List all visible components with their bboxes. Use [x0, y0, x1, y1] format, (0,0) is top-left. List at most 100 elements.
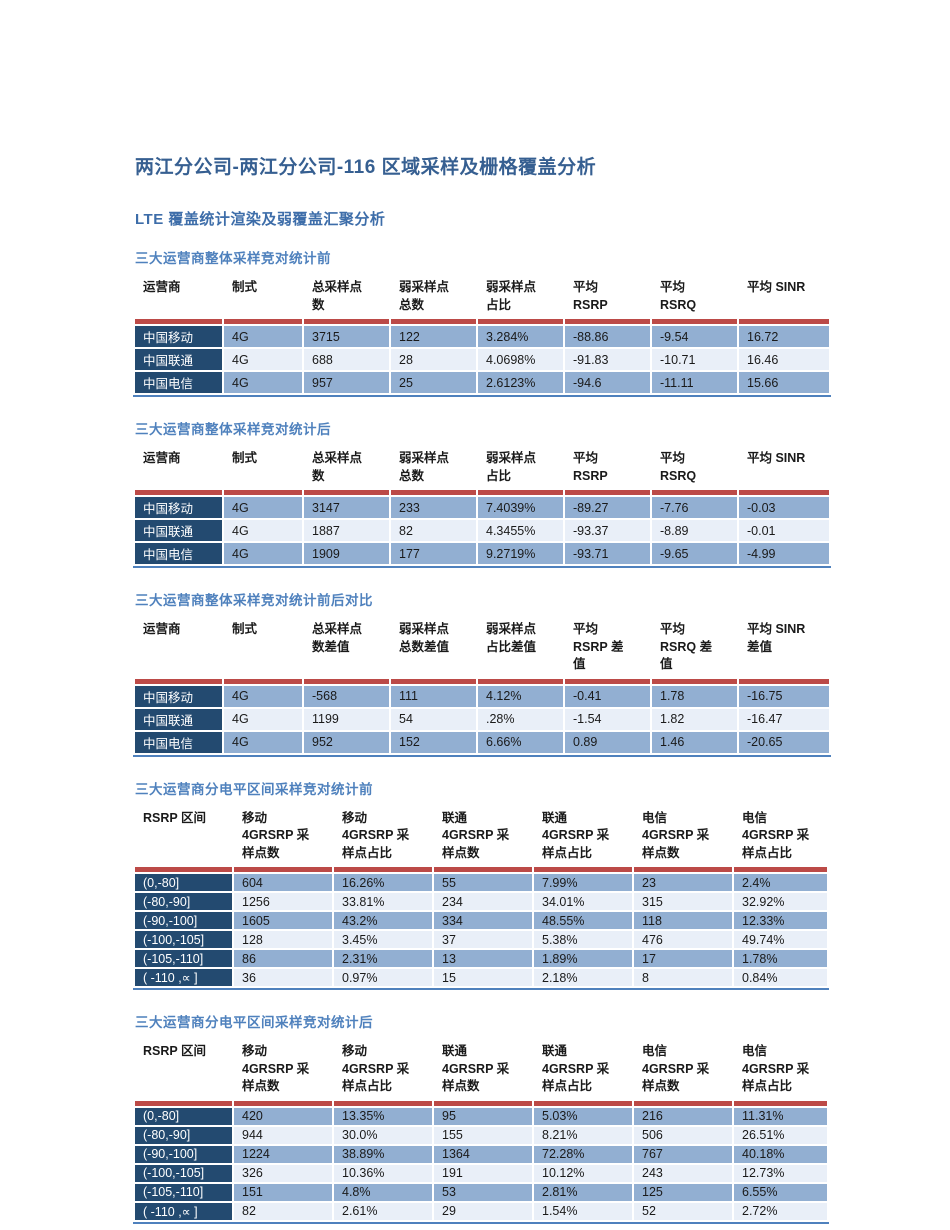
row-label-cell: (0,-80]	[135, 1107, 232, 1125]
data-cell: 1.78	[652, 685, 737, 707]
header-divider-segment	[391, 319, 476, 324]
row-label-cell: (-100,-105]	[135, 931, 232, 948]
data-cell: 0.84%	[734, 969, 827, 986]
header-divider-bar	[135, 490, 829, 495]
data-cell: 233	[391, 497, 476, 518]
data-cell: .28%	[478, 708, 563, 730]
data-cell: 95	[434, 1107, 532, 1125]
data-cell: 11.31%	[734, 1107, 827, 1125]
data-cell: 23	[634, 874, 732, 891]
data-cell: 1.78%	[734, 950, 827, 967]
header-divider-segment	[739, 678, 829, 684]
table-row: (-80,-90] 1256 33.81% 234 34.01% 315 32.92%	[135, 893, 827, 910]
data-cell: 1224	[234, 1145, 332, 1163]
column-header: 弱采样点 总数	[391, 447, 476, 488]
row-label-cell: ( -110 ,∝ ]	[135, 1202, 232, 1220]
row-label-cell: (-100,-105]	[135, 1164, 232, 1182]
data-cell: 234	[434, 893, 532, 910]
data-cell: 53	[434, 1183, 532, 1201]
header-divider-segment	[135, 678, 222, 684]
data-cell: -93.37	[565, 520, 650, 541]
table-row: (-90,-100] 1224 38.89% 1364 72.28% 767 40.18%	[135, 1145, 827, 1163]
table-row: (-100,-105] 326 10.36% 191 10.12% 243 12.73%	[135, 1164, 827, 1182]
header-divider-segment	[234, 867, 332, 872]
table-row: 中国电信 4G 957 25 2.6123% -94.6 -11.11 15.66	[135, 372, 829, 393]
stats-table: RSRP 区间 移动 4GRSRP 采 样点数 移动 4GRSRP 采 样点占比 联通…	[133, 1038, 829, 1224]
table-row: 中国电信 4G 1909 177 9.2719% -93.71 -9.65 -4.99	[135, 543, 829, 564]
column-header: 平均 SINR 差值	[739, 618, 829, 677]
column-header: 联通 4GRSRP 采 样点占比	[534, 1040, 632, 1099]
stats-table: 运营商 制式 总采样点 数弱采样点 总数 弱采样点 占比 平均 RSRP 平均 RSRQ 平…	[133, 274, 831, 397]
data-cell: 952	[304, 731, 389, 753]
data-cell: 326	[234, 1164, 332, 1182]
table-row: ( -110 ,∝ ] 82 2.61% 29 1.54% 52 2.72%	[135, 1202, 827, 1220]
header-divider-bar	[135, 867, 827, 872]
data-cell: 16.46	[739, 349, 829, 370]
header-divider-segment	[391, 678, 476, 684]
column-header: 平均 RSRQ	[652, 447, 737, 488]
row-label-cell: (-90,-100]	[135, 1145, 232, 1163]
section-heading: 三大运营商分电平区间采样竞对统计后	[135, 1015, 373, 1030]
data-cell: 111	[391, 685, 476, 707]
table-row: 中国移动 4G 3715 122 3.284% -88.86 -9.54 16.72	[135, 326, 829, 347]
data-cell: 29	[434, 1202, 532, 1220]
table-row: 中国联通 4G 688 28 4.0698% -91.83 -10.71 16.46	[135, 349, 829, 370]
data-cell: 10.12%	[534, 1164, 632, 1182]
column-header: 弱采样点 总数差值	[391, 618, 476, 677]
data-cell: 1605	[234, 912, 332, 929]
column-header: 平均 RSRQ 差 值	[652, 618, 737, 677]
row-label-cell: 中国移动	[135, 685, 222, 707]
data-cell: 4.0698%	[478, 349, 563, 370]
data-cell: 10.36%	[334, 1164, 432, 1182]
header-divider-segment	[135, 490, 222, 495]
header-divider-segment	[652, 319, 737, 324]
data-cell: -16.75	[739, 685, 829, 707]
data-cell: 1.54%	[534, 1202, 632, 1220]
header-divider-segment	[304, 678, 389, 684]
data-cell: 36	[234, 969, 332, 986]
data-cell: 4.8%	[334, 1183, 432, 1201]
data-cell: 243	[634, 1164, 732, 1182]
header-divider-segment	[334, 1100, 432, 1106]
table-row: (-100,-105] 128 3.45% 37 5.38% 476 49.74%	[135, 931, 827, 948]
header-divider-segment	[534, 1100, 632, 1106]
row-label-cell: (-105,-110]	[135, 950, 232, 967]
data-cell: 4G	[224, 731, 302, 753]
data-cell: 4G	[224, 708, 302, 730]
data-cell: 4G	[224, 543, 302, 564]
table-row: (-80,-90] 944 30.0% 155 8.21% 506 26.51%	[135, 1126, 827, 1144]
data-cell: 4G	[224, 685, 302, 707]
data-cell: 177	[391, 543, 476, 564]
data-cell: 34.01%	[534, 893, 632, 910]
data-cell: 4G	[224, 372, 302, 393]
column-header: 制式	[224, 618, 302, 677]
table-row: 中国电信 4G 952 152 6.66% 0.89 1.46 -20.65	[135, 731, 829, 753]
header-divider-bar	[135, 678, 829, 684]
table-row: 中国联通 4G 1887 82 4.3455% -93.37 -8.89 -0.01	[135, 520, 829, 541]
column-header: 总采样点 数	[304, 447, 389, 488]
column-header: 平均 RSRP 差 值	[565, 618, 650, 677]
data-cell: 3147	[304, 497, 389, 518]
data-cell: 49.74%	[734, 931, 827, 948]
data-cell: 1256	[234, 893, 332, 910]
data-cell: 152	[391, 731, 476, 753]
header-divider-segment	[135, 867, 232, 872]
header-divider-bar	[135, 319, 829, 324]
data-cell: 4G	[224, 326, 302, 347]
table-row: (-105,-110] 86 2.31% 13 1.89% 17 1.78%	[135, 950, 827, 967]
data-cell: 3.284%	[478, 326, 563, 347]
stats-table: 运营商 制式 总采样点 数弱采样点 总数 弱采样点 占比 平均 RSRP 平均 RSRQ 平…	[133, 445, 831, 568]
data-cell: 0.89	[565, 731, 650, 753]
column-header: 制式	[224, 447, 302, 488]
data-cell: 3.45%	[334, 931, 432, 948]
data-cell: 43.2%	[334, 912, 432, 929]
data-cell: 15	[434, 969, 532, 986]
table-row: 中国联通 4G 1199 54.28% -1.54 1.82 -16.47	[135, 708, 829, 730]
header-divider-segment	[478, 319, 563, 324]
data-cell: 48.55%	[534, 912, 632, 929]
report-section: 三大运营商整体采样竞对统计前后对比 运营商 制式 总采样点 数差值 弱采样点 总数差值…	[133, 589, 831, 757]
data-cell: 1364	[434, 1145, 532, 1163]
header-divider-segment	[304, 319, 389, 324]
column-header: 总采样点 数	[304, 276, 389, 317]
column-header: 弱采样点 占比	[478, 276, 563, 317]
